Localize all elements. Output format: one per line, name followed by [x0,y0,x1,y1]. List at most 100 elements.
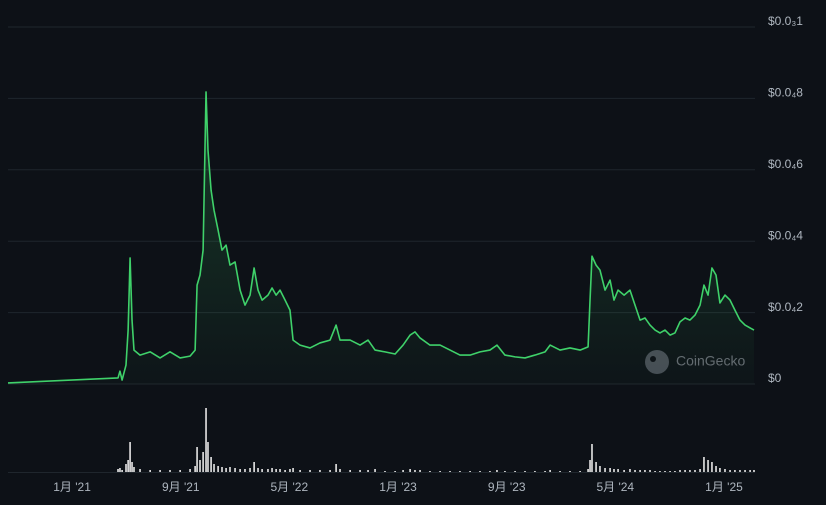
volume-bar [207,442,209,472]
volume-bar [489,471,491,472]
volume-bar [449,471,451,472]
volume-bar [669,471,671,472]
x-tick-label: 5月 '22 [270,480,308,494]
x-tick-label: 9月 '23 [488,480,526,494]
volume-bar [210,457,212,472]
volume-bar [734,470,736,472]
volume-bar [414,470,416,472]
volume-bar [739,470,741,472]
volume-bar [679,470,681,472]
volume-bar [634,470,636,472]
volume-bar [649,470,651,472]
volume-bar [133,467,135,472]
volume-bar [335,464,337,472]
x-tick-label: 1月 '21 [53,480,91,494]
volume-bar [459,471,461,472]
volume-bar [664,471,666,472]
volume-bar [261,469,263,472]
volume-bar [257,468,259,472]
volume-bar [469,471,471,472]
volume-bar [534,471,536,472]
volume-bar [217,466,219,472]
y-tick-label: $0.0₄4 [768,228,803,242]
volume-bar [319,470,321,472]
volume-bar [744,470,746,472]
volume-bar [234,468,236,472]
volume-bar [249,468,251,472]
watermark-text: CoinGecko [676,353,745,369]
volume-bar [221,467,223,472]
watermark-logo [645,350,669,374]
volume-bar [402,470,404,472]
volume-bar [496,470,498,472]
volume-bar [524,471,526,472]
y-tick-label: $0.0₄8 [768,86,803,100]
volume-bar [429,471,431,472]
volume-bar [384,471,386,472]
volume-bar [715,466,717,472]
volume-bar [244,469,246,472]
x-tick-label: 1月 '23 [379,480,417,494]
volume-bar [609,468,611,472]
price-line [7,91,755,384]
volume-bar [579,471,581,472]
volume-bar [359,470,361,472]
volume-bar [159,470,161,472]
volume-bar [205,408,207,472]
volume-bar [125,464,127,472]
watermark-logo-eye [650,356,656,362]
volume-bar [267,469,269,472]
volume-bar [119,468,121,472]
volume-bar [659,471,661,472]
volume-bar [202,452,204,472]
volume-bar [604,468,606,472]
volume-bar [719,468,721,472]
volume-bar [129,442,131,472]
y-tick-label: $0 [768,371,782,385]
volume-bar [189,469,191,472]
volume-bar [595,462,597,472]
volume-bar [707,460,709,472]
volume-bar [289,469,291,472]
volume-bar [349,470,351,472]
volume-bar [374,469,376,472]
volume-bar [549,470,551,472]
volume-bar [179,470,181,472]
volume-bar [409,469,411,472]
y-tick-label: $0.0₃1 [768,14,803,28]
volume-bar [559,471,561,472]
volume-bar [623,470,625,472]
volume-bar [703,457,705,472]
volume-bar [613,469,615,472]
y-tick-label: $0.0₄2 [768,300,803,314]
volume-bar [589,460,591,472]
volume-bar [439,471,441,472]
volume-bar [213,464,215,472]
volume-bar [479,471,481,472]
volume-bar [654,471,656,472]
volume-bar [514,471,516,472]
volume-bar [275,469,277,472]
volume-bar [729,470,731,472]
volume-bar [199,460,201,472]
volume-bar [309,470,311,472]
volume-bar [131,462,133,472]
volume-bar [339,469,341,472]
volume-bar [253,462,255,472]
volume-bar [169,470,171,472]
volume-bar [699,469,701,472]
volume-bar [127,460,129,472]
volume-bar [587,469,589,472]
volume-bar [225,468,227,472]
volume-bar [139,469,141,472]
y-tick-label: $0.0₄6 [768,157,803,171]
volume-bar [239,469,241,472]
volume-bar [674,471,676,472]
x-tick-label: 5月 '24 [596,480,634,494]
volume-bar [753,470,755,472]
volume-bar [271,468,273,472]
area-fill [8,91,754,384]
volume-bar [617,469,619,472]
volume-bar [724,469,726,472]
